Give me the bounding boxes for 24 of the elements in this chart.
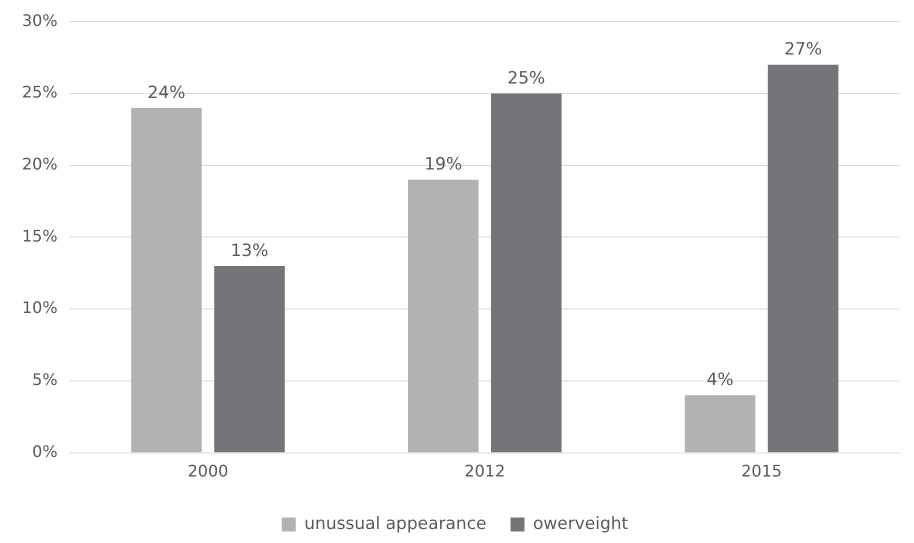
- data-label: 4%: [706, 370, 734, 390]
- y-tick-label: 20%: [22, 154, 58, 174]
- data-label: 19%: [424, 154, 462, 175]
- y-tick-label: 0%: [32, 442, 58, 461]
- x-tick-label: 2012: [464, 462, 506, 481]
- y-tick-label: 25%: [22, 82, 58, 102]
- y-tick-label: 30%: [22, 10, 58, 30]
- x-tick-label: 2000: [188, 462, 228, 481]
- bar: [491, 93, 562, 452]
- data-label: 27%: [784, 40, 822, 60]
- bar: [131, 108, 202, 452]
- data-label: 25%: [507, 68, 546, 88]
- legend-label: owerveight: [532, 514, 629, 534]
- data-label: 24%: [148, 82, 186, 103]
- y-tick-label: 10%: [22, 298, 58, 318]
- bar: [408, 180, 479, 452]
- legend-label: unussual appearance: [304, 514, 486, 534]
- data-label: 13%: [230, 240, 268, 261]
- bar: [214, 266, 285, 452]
- y-tick-label: 5%: [32, 370, 58, 390]
- bar: [684, 395, 756, 452]
- x-tick-label: 2015: [741, 462, 782, 481]
- bar: [768, 64, 838, 452]
- y-tick-label: 15%: [22, 226, 58, 246]
